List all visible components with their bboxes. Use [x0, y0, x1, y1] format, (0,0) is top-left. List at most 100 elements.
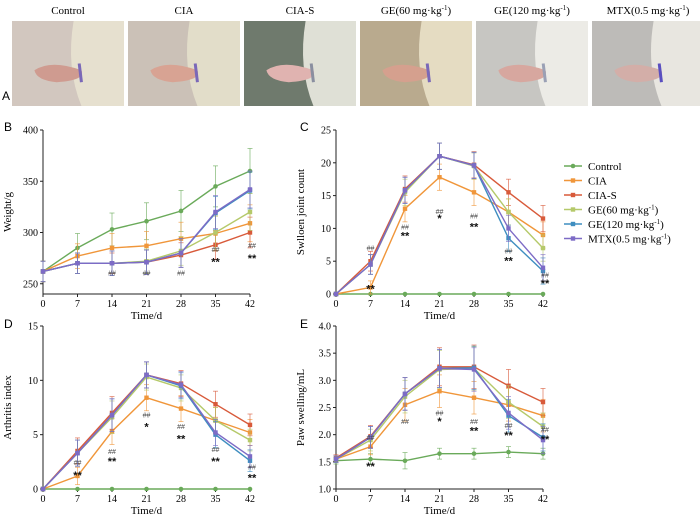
data-point	[144, 486, 149, 492]
data-point	[437, 154, 442, 159]
rat-paw	[150, 64, 199, 83]
significance-hash: ##	[470, 214, 478, 221]
y-tick-label: 0	[326, 290, 331, 301]
data-point	[540, 265, 546, 270]
data-point	[506, 291, 511, 297]
data-point	[506, 410, 511, 416]
data-point	[402, 391, 408, 397]
legend-item-ge-120-mg-kg-1: GE(120 mg·kg-1)	[564, 218, 664, 231]
data-point	[247, 187, 253, 192]
data-point	[178, 382, 184, 387]
legend-marker	[570, 207, 576, 212]
ink-mark	[77, 63, 83, 83]
data-point	[540, 399, 546, 405]
significance-hash: ##	[108, 449, 116, 456]
y-tick-label: 10	[321, 224, 331, 235]
panel-letter: C	[300, 120, 309, 134]
legend-item-control: Control	[564, 161, 622, 173]
data-point	[247, 454, 253, 459]
legend-marker	[570, 178, 576, 183]
data-point	[471, 190, 477, 195]
x-tick-label: 14	[400, 299, 410, 310]
legend-marker	[570, 192, 576, 198]
legend-label: Control	[588, 161, 622, 173]
x-tick-label: 7	[368, 299, 373, 310]
significance-star: **	[504, 430, 513, 442]
significance-star: **	[73, 470, 82, 482]
photo-label: CIA-S	[286, 5, 315, 17]
x-tick-label: 35	[504, 299, 514, 310]
significance-hash: ##	[248, 243, 256, 250]
ink-mark	[541, 63, 547, 83]
series-cia	[333, 163, 546, 297]
y-axis-label: Swlloen joint count	[295, 169, 307, 255]
legend-label: GE(60 mg·kg-1)	[588, 203, 659, 216]
y-tick-label: 3.0	[319, 376, 332, 387]
data-point	[471, 395, 477, 400]
x-tick-label: 28	[469, 494, 479, 505]
significance-star: **	[177, 433, 186, 445]
data-point	[40, 486, 46, 492]
x-tick-label: 42	[245, 299, 255, 310]
data-point	[75, 486, 80, 492]
x-tick-label: 35	[211, 299, 221, 310]
y-tick-label: 15	[28, 322, 38, 333]
x-tick-label: 21	[142, 494, 152, 505]
legend: Control CIA CIA-SGE(60 mg·kg-1) GE(120 mg·k…	[564, 161, 671, 245]
legend-marker	[570, 163, 576, 169]
significance-hash: ##	[436, 209, 444, 216]
photo-label: GE(60 mg·kg-1)	[381, 4, 452, 17]
photo-cia-s: CIA-S	[244, 5, 356, 106]
chart-panel-weight: B 250 300 350 400 0 7 14 21 28 35 42 Time/d Weight/g #…	[2, 120, 257, 322]
significance-hash: ##	[177, 424, 185, 431]
series-control	[333, 446, 546, 470]
data-point	[178, 406, 184, 411]
y-tick-label: 0	[33, 485, 38, 496]
significance-hash: ##	[212, 247, 220, 254]
y-tick-label: 300	[23, 228, 38, 239]
significance-hash: ##	[212, 447, 220, 454]
ink-mark	[193, 63, 199, 83]
photo-ge-120-mg-kg-1: GE(120 mg·kg-1)	[476, 4, 588, 106]
series-control	[40, 486, 253, 492]
series-mtx-0-5-mg-kg-1	[40, 170, 253, 283]
y-tick-label: 20	[321, 158, 331, 169]
rat-paw	[266, 64, 315, 83]
x-tick-label: 28	[469, 299, 479, 310]
data-point	[506, 190, 511, 195]
x-tick-label: 42	[538, 494, 548, 505]
x-tick-label: 7	[75, 299, 80, 310]
x-axis-label: Time/d	[424, 505, 456, 517]
data-point	[144, 218, 149, 224]
legend-label: CIA-S	[588, 190, 617, 202]
data-point	[247, 486, 253, 492]
data-point	[109, 227, 115, 232]
rat-fur	[70, 21, 124, 106]
y-tick-label: 1.5	[319, 457, 332, 468]
chart-panel-arthritis-index: D 0 5 10 15 0 7 14 21 28 35 42 Time/d Arthritis index…	[2, 317, 257, 517]
data-point	[178, 486, 184, 492]
data-point	[471, 291, 477, 297]
y-axis-label: Paw swelling/mL	[295, 369, 307, 447]
significance-hash: ##	[505, 248, 513, 255]
significance-star: *	[437, 416, 442, 428]
y-tick-label: 350	[23, 177, 38, 188]
significance-hash: ##	[177, 271, 185, 278]
photo-label: MTX(0.5 mg·kg-1)	[607, 4, 690, 17]
significance-star: *	[144, 421, 149, 433]
x-tick-label: 28	[176, 494, 186, 505]
data-point	[368, 456, 373, 462]
significance-star: **	[504, 255, 513, 267]
photo-label: Control	[51, 5, 85, 17]
rat-fur	[302, 21, 356, 106]
data-point	[247, 422, 253, 428]
x-axis-label: Time/d	[131, 310, 163, 322]
data-point	[144, 260, 149, 265]
data-point	[437, 389, 442, 394]
data-point	[402, 188, 408, 193]
data-point	[437, 366, 442, 371]
significance-hash: ##	[541, 273, 549, 280]
ink-mark	[309, 63, 315, 83]
series-mtx-0-5-mg-kg-1	[333, 142, 546, 297]
y-tick-label: 4.0	[319, 322, 332, 333]
